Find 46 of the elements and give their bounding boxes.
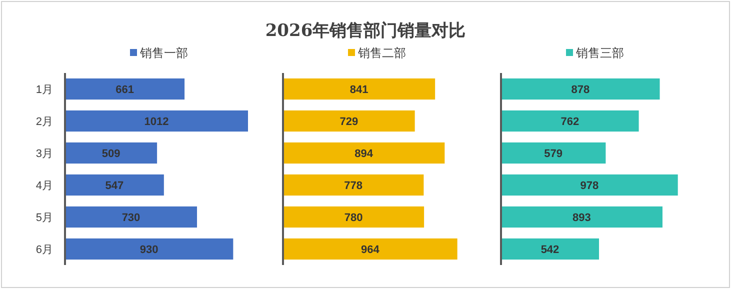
legend-label: 销售三部 [575, 46, 624, 60]
bar [65, 206, 198, 228]
legend-label: 销售一部 [139, 46, 188, 60]
y-tick-label: 5月 [36, 212, 53, 224]
data-label: 661 [116, 84, 134, 96]
data-label: 1012 [144, 116, 169, 128]
bar [283, 78, 436, 100]
bar [501, 78, 660, 100]
data-label: 542 [540, 244, 560, 256]
data-label: 509 [102, 148, 120, 160]
data-label: 547 [105, 180, 124, 192]
bar [65, 78, 185, 100]
bar [501, 174, 678, 196]
bar [501, 142, 606, 164]
data-label: 978 [580, 180, 599, 192]
data-label: 729 [340, 116, 358, 128]
data-label: 762 [560, 116, 580, 128]
y-tick-label: 2月 [36, 116, 53, 128]
bar [283, 142, 445, 164]
data-label: 730 [122, 212, 140, 224]
data-label: 780 [344, 212, 363, 224]
bar [65, 110, 248, 132]
bar [501, 206, 662, 228]
bar [283, 238, 458, 260]
legend-label: 销售二部 [357, 46, 406, 60]
y-tick-label: 6月 [36, 244, 53, 256]
data-label: 778 [344, 180, 363, 192]
data-label: 964 [360, 244, 380, 256]
data-label: 893 [572, 212, 591, 224]
y-tick-label: 1月 [36, 84, 53, 96]
data-label: 894 [354, 148, 374, 160]
bar [65, 238, 234, 260]
data-label: 579 [544, 148, 563, 160]
data-label: 841 [350, 84, 368, 96]
bar [283, 110, 415, 132]
bar [65, 142, 158, 164]
y-tick-label: 3月 [36, 148, 53, 160]
bar [501, 110, 639, 132]
data-label: 878 [571, 84, 590, 96]
bar [65, 174, 164, 196]
data-label: 930 [140, 244, 158, 256]
bar [501, 238, 600, 260]
y-tick-label: 4月 [36, 180, 53, 192]
text: 2026年销售部门销量对比 [265, 21, 466, 41]
bar [283, 206, 424, 228]
bar [283, 174, 424, 196]
